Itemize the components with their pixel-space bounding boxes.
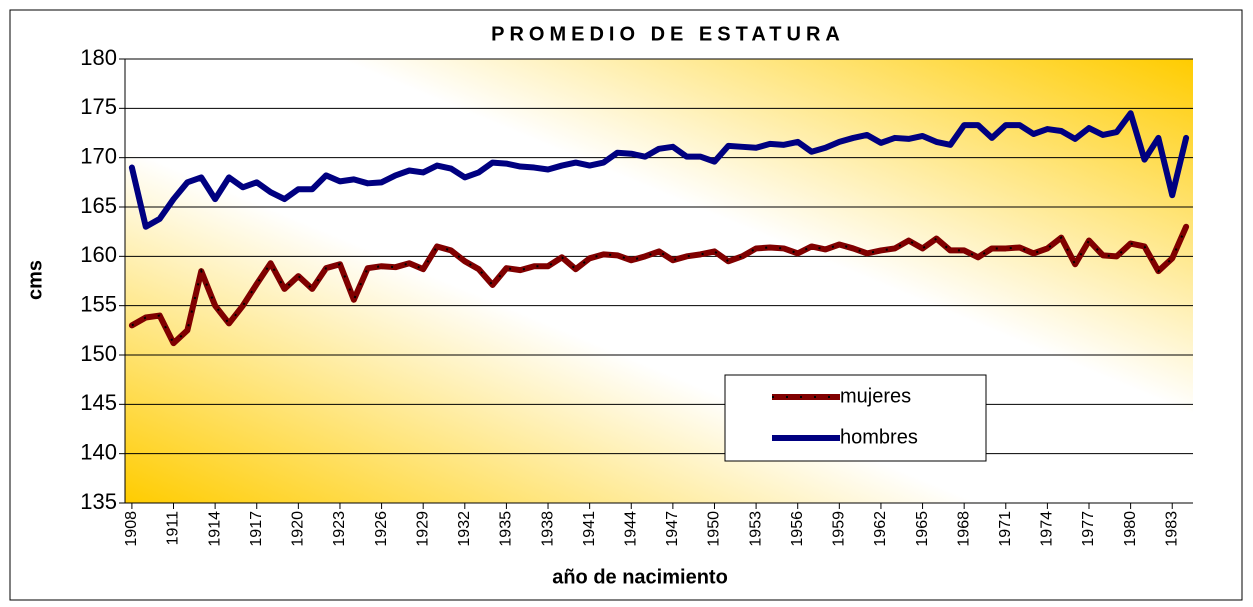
x-tick-label: 1971 [997,511,1014,547]
x-tick-label: 1968 [955,511,972,547]
x-tick-label: 1941 [581,511,598,547]
y-tick-label: 150 [80,341,117,366]
x-tick-label: 1956 [789,511,806,547]
chart-title: PROMEDIO DE ESTATURA [491,23,845,45]
x-tick-label: 1917 [248,511,265,547]
x-tick-label: 1959 [831,511,848,547]
x-tick-label: 1965 [914,511,931,547]
x-tick-label: 1929 [414,511,431,547]
legend-label: hombres [840,426,918,448]
y-axis-title: cms [24,260,46,300]
x-tick-label: 1938 [539,511,556,547]
x-tick-label: 1932 [456,511,473,547]
x-tick-label: 1911 [165,511,182,546]
y-tick-label: 160 [80,242,117,267]
y-tick-label: 145 [80,390,117,415]
x-tick-label: 1914 [206,511,223,547]
y-tick-label: 180 [80,45,117,70]
lines [128,110,1190,347]
legend: mujeres hombres [772,385,918,448]
legend-box [724,374,987,462]
series-line-dash [131,226,1188,345]
x-tick-label: 1962 [872,511,889,547]
legend-label: mujeres [840,385,911,407]
x-tick-label: 1980 [1122,511,1139,547]
x-tick-label: 1908 [123,511,140,547]
x-tick-label: 1935 [498,511,515,547]
x-tick-label: 1974 [1039,511,1056,547]
x-tick-label: 1953 [747,511,764,547]
x-tick-label: 1944 [622,511,639,547]
x-tick-label: 1920 [290,511,307,547]
x-axis-title: año de nacimiento [552,566,728,588]
x-tick-label: 1923 [331,511,348,547]
x-tick-label: 1947 [664,511,681,547]
x-tick-label: 1926 [373,511,390,547]
y-tick-label: 175 [80,94,117,119]
y-tick-label: 170 [80,143,117,168]
x-tick-label: 1977 [1080,511,1097,547]
y-tick-label: 135 [80,489,117,514]
y-tick-label: 140 [80,439,117,464]
plot-area [125,59,1193,503]
grid [119,58,1193,509]
x-tick-label: 1950 [706,511,723,547]
y-tick-label: 155 [80,291,117,316]
y-tick-label: 165 [80,193,117,218]
x-tick-label: 1983 [1163,511,1180,547]
series-line [128,110,1190,230]
